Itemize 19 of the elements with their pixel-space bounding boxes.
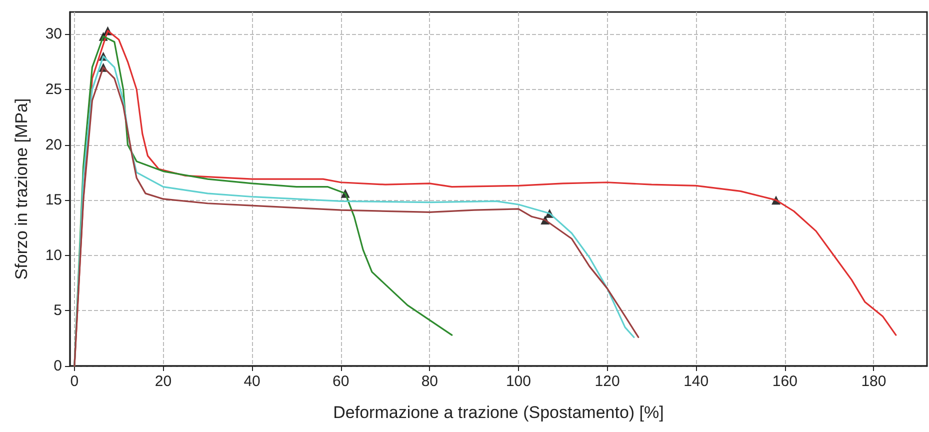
y-tick-label: 5 [54, 302, 62, 320]
x-axis-title: Deformazione a trazione (Spostamento) [%] [333, 403, 664, 422]
x-tick-label: 140 [684, 373, 709, 390]
x-tick-label: 160 [772, 373, 798, 390]
x-tick-label: 0 [70, 373, 79, 390]
x-tick-label: 20 [154, 373, 172, 390]
x-tick-label: 120 [594, 373, 620, 390]
x-tick-label: 180 [861, 373, 886, 390]
x-tick-label: 100 [506, 373, 531, 390]
x-tick-label: 40 [244, 373, 260, 390]
y-tick-label: 30 [45, 26, 62, 43]
x-tick-label: 60 [332, 373, 350, 390]
y-tick-label: 20 [45, 136, 62, 154]
y-tick-label: 0 [54, 358, 62, 374]
y-tick-label: 10 [45, 246, 62, 264]
y-tick-label: 25 [45, 80, 62, 98]
y-tick-label: 15 [45, 192, 62, 209]
x-tick-label: 80 [421, 373, 438, 390]
y-axis-title: Sforzo in trazione [MPa] [12, 98, 31, 280]
